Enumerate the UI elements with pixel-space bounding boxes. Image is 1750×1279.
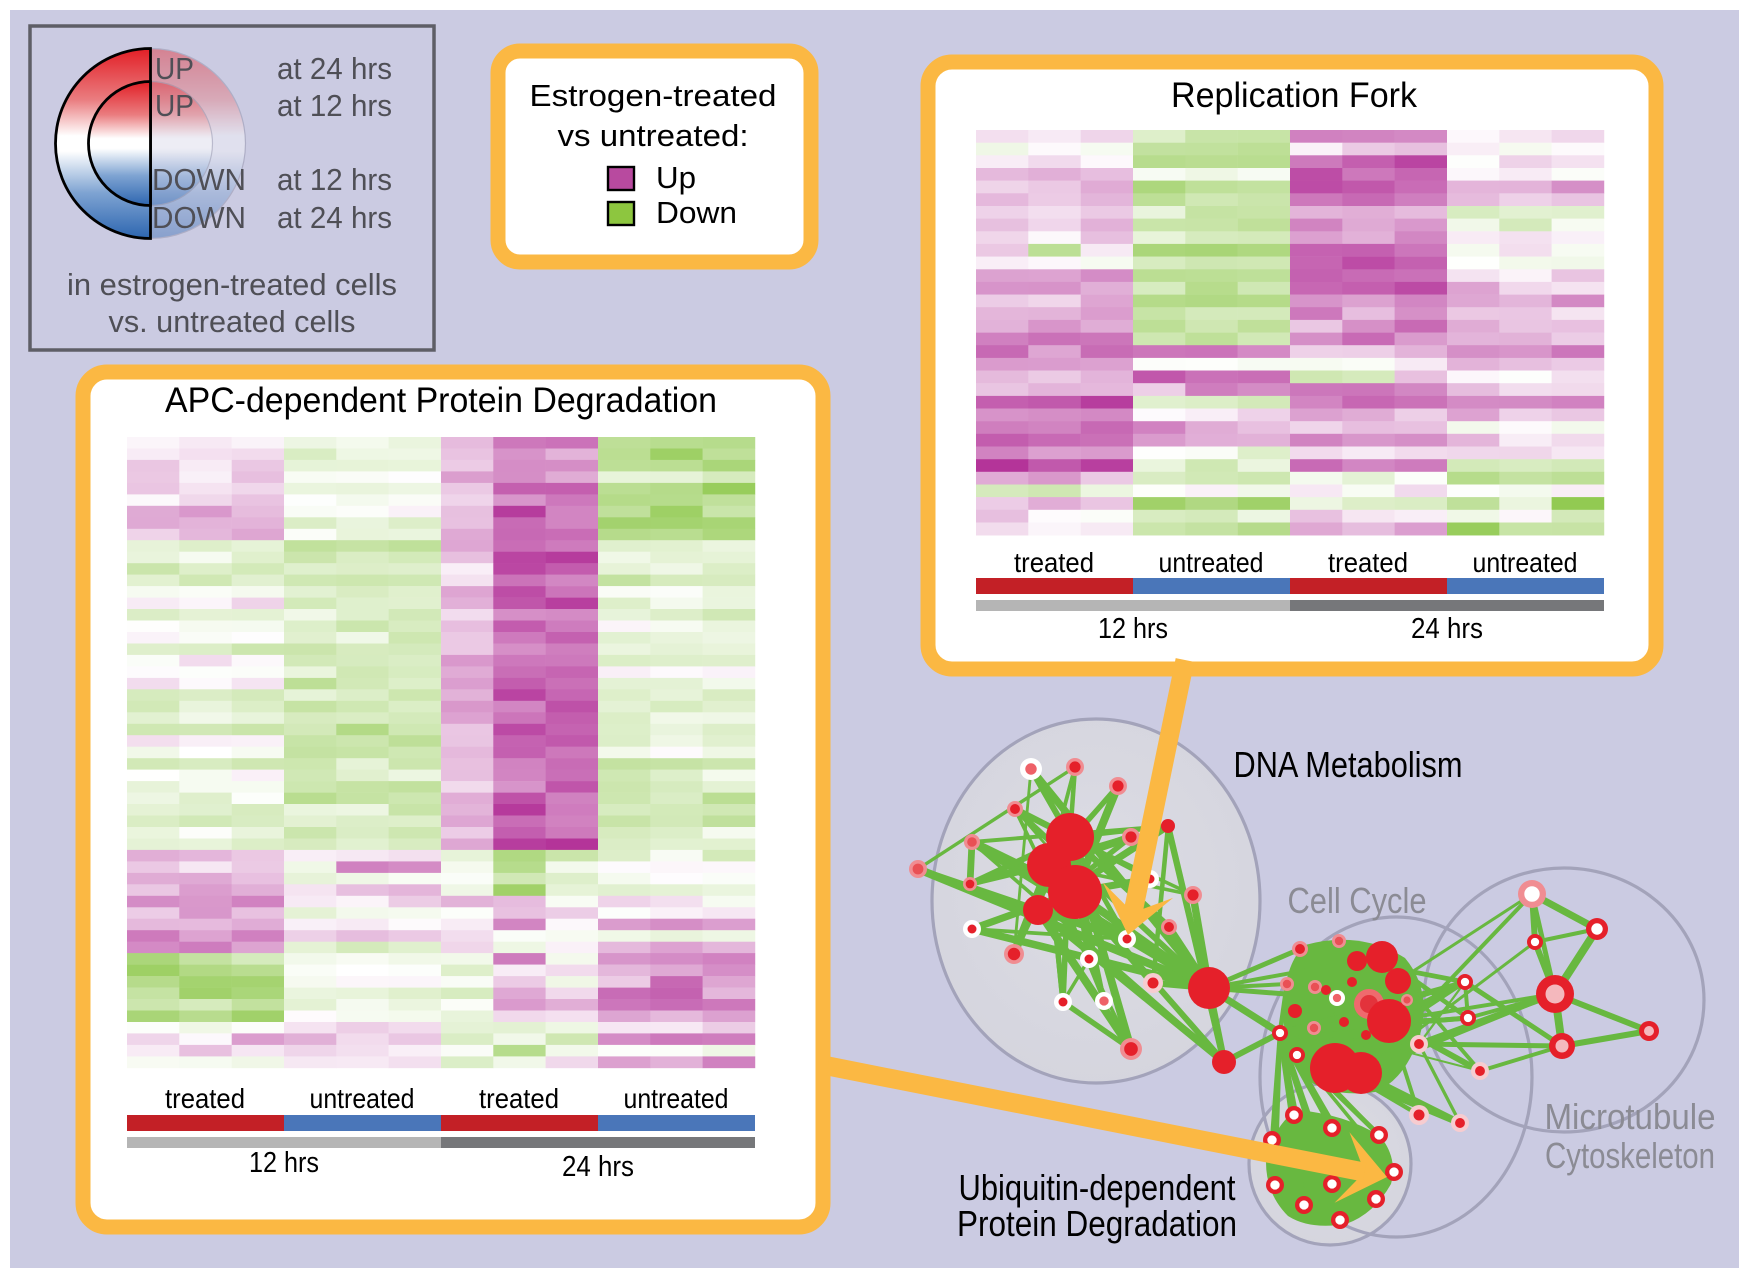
svg-text:treated: treated [1014,547,1094,578]
svg-text:treated: treated [165,1083,245,1114]
svg-text:untreated: untreated [624,1083,729,1114]
svg-text:at 24 hrs: at 24 hrs [277,51,392,86]
svg-text:in estrogen-treated cells: in estrogen-treated cells [67,267,397,302]
svg-text:vs. untreated cells: vs. untreated cells [109,304,356,339]
svg-text:DOWN: DOWN [152,162,246,197]
svg-text:Cytoskeleton: Cytoskeleton [1545,1135,1715,1176]
svg-text:vs untreated:: vs untreated: [558,118,749,153]
svg-text:UP: UP [155,88,194,123]
svg-text:untreated: untreated [1159,547,1264,578]
svg-text:Microtubule: Microtubule [1545,1096,1716,1137]
svg-text:Cell Cycle: Cell Cycle [1288,880,1427,921]
svg-text:untreated: untreated [1473,547,1578,578]
svg-text:at 12 hrs: at 12 hrs [277,88,392,123]
svg-text:at 24 hrs: at 24 hrs [277,200,392,235]
svg-text:Ubiquitin-dependent: Ubiquitin-dependent [959,1167,1236,1208]
svg-text:Replication Fork: Replication Fork [1171,76,1417,115]
svg-text:APC-dependent Protein Degradat: APC-dependent Protein Degradation [165,381,717,420]
svg-text:Estrogen-treated: Estrogen-treated [530,78,777,113]
svg-text:12 hrs: 12 hrs [249,1147,319,1179]
svg-text:24 hrs: 24 hrs [1411,613,1483,645]
svg-text:12 hrs: 12 hrs [1098,613,1168,645]
svg-text:Up: Up [656,160,696,195]
svg-text:Down: Down [656,195,737,230]
svg-text:untreated: untreated [310,1083,415,1114]
svg-text:24 hrs: 24 hrs [562,1151,634,1183]
svg-text:treated: treated [479,1083,559,1114]
svg-text:Protein Degradation: Protein Degradation [957,1203,1237,1244]
svg-text:at 12 hrs: at 12 hrs [277,162,392,197]
svg-text:UP: UP [155,51,194,86]
svg-text:DOWN: DOWN [152,200,246,235]
svg-text:treated: treated [1328,547,1408,578]
svg-text:DNA Metabolism: DNA Metabolism [1234,744,1463,785]
